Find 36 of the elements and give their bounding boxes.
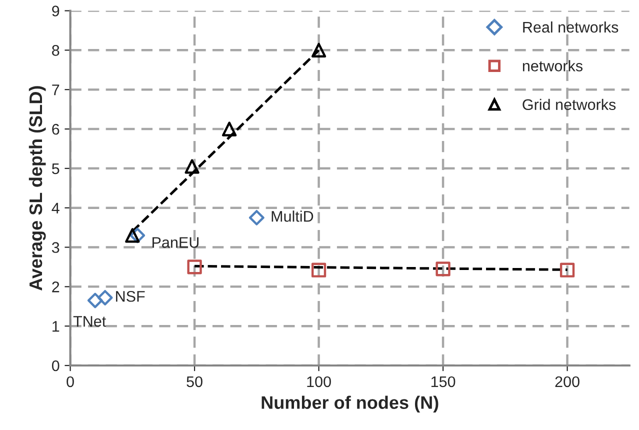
y-tick-label: 5 <box>52 163 60 174</box>
point <box>87 292 103 308</box>
point <box>130 228 146 244</box>
x-tick-label: 0 <box>66 376 74 388</box>
legend-label: networks <box>522 60 583 72</box>
point <box>184 159 200 174</box>
legend-label: Real networks <box>523 21 618 33</box>
y-tick-label: 3 <box>52 242 60 253</box>
y-tick-label: 4 <box>52 202 60 214</box>
x-axis-title: Number of nodes (N) <box>262 396 438 413</box>
annotation: TNet <box>73 316 106 327</box>
legend-label: Grid networks <box>522 98 616 110</box>
x-tick-label: 50 <box>186 376 202 388</box>
y-tick-label: 0 <box>52 360 60 372</box>
y-tick-label: 7 <box>52 84 60 96</box>
y-tick-label: 9 <box>52 6 60 16</box>
x-tick-label: 200 <box>555 376 580 388</box>
annotation: PanEU <box>152 237 198 248</box>
point <box>311 262 326 278</box>
y-tick-label: 2 <box>52 282 60 292</box>
y-tick-label: 1 <box>52 321 60 332</box>
annotation: NSF <box>116 290 145 302</box>
point <box>187 260 202 274</box>
y-axis-title: Average SL depth (SLD) <box>28 86 46 291</box>
point <box>436 262 450 276</box>
point <box>248 210 264 226</box>
x-tick-label: 150 <box>431 376 456 388</box>
point <box>97 290 113 306</box>
point <box>311 42 326 58</box>
annotation: MultiD <box>272 210 314 222</box>
y-tick-label: 8 <box>52 45 60 56</box>
point <box>560 262 575 278</box>
point <box>125 228 140 243</box>
y-tick-label: 6 <box>52 124 60 135</box>
x-tick-label: 100 <box>307 376 331 388</box>
point <box>222 122 237 136</box>
